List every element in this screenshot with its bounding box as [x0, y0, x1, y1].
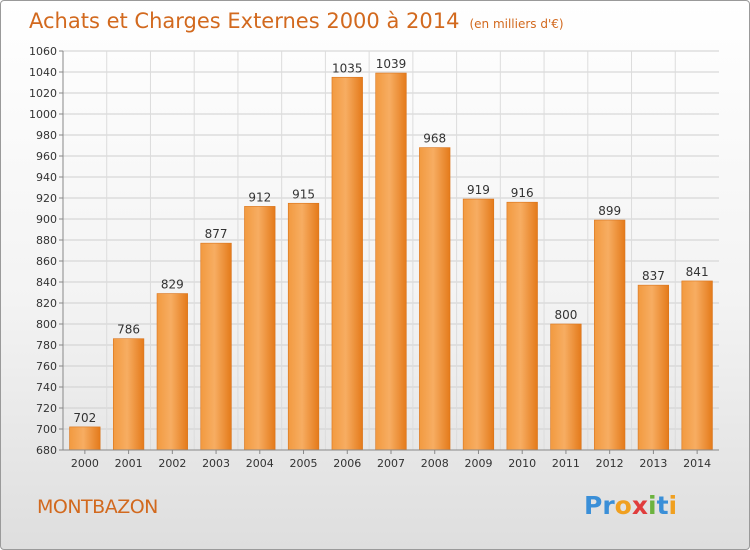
x-tick-label: 2007	[377, 457, 405, 470]
bar	[681, 280, 713, 451]
y-tick-label: 980	[36, 129, 57, 142]
bar	[156, 293, 188, 451]
bar	[419, 147, 451, 451]
bar	[287, 202, 320, 451]
bar	[375, 72, 407, 451]
bar	[331, 76, 363, 451]
bar-value-label: 841	[686, 265, 709, 279]
bar	[637, 284, 670, 451]
bar	[69, 426, 101, 451]
y-tick-label: 820	[36, 297, 57, 310]
x-tick-label: 2012	[596, 457, 624, 470]
bar-value-label: 800	[554, 308, 577, 322]
logo-letter: t	[656, 491, 669, 520]
bar	[462, 198, 495, 451]
y-tick-label: 700	[36, 423, 57, 436]
bar-value-label: 912	[248, 190, 271, 204]
logo-letter: i	[648, 491, 657, 520]
y-tick-label: 920	[36, 192, 57, 205]
x-tick-label: 2001	[115, 457, 143, 470]
bar-value-label: 916	[511, 186, 534, 200]
unit-label: (en milliers d'€)	[469, 17, 564, 31]
y-tick-label: 680	[36, 444, 57, 457]
logo-letter: o	[614, 491, 632, 520]
bar-value-label: 786	[117, 323, 140, 337]
x-tick-label: 2014	[683, 457, 711, 470]
bar-value-label: 968	[423, 132, 446, 146]
y-tick-label: 940	[36, 171, 57, 184]
x-tick-label: 2009	[464, 457, 492, 470]
x-tick-label: 2000	[71, 457, 99, 470]
y-tick-label: 900	[36, 213, 57, 226]
x-tick-label: 2004	[246, 457, 274, 470]
y-tick-label: 1020	[29, 87, 57, 100]
x-tick-label: 2011	[552, 457, 580, 470]
title-text: Achats et Charges Externes 2000 à 2014	[29, 9, 460, 33]
bar	[200, 242, 232, 451]
bar	[506, 201, 538, 451]
bar-layer: 702 786 829 877 912 915 1035 1039 968 919 916 800 89…	[69, 57, 713, 451]
bar-value-label: 877	[205, 227, 228, 241]
x-tick-label: 2006	[333, 457, 361, 470]
bar-value-label: 899	[598, 204, 621, 218]
bar-value-label: 829	[161, 278, 184, 292]
y-tick-label: 840	[36, 276, 57, 289]
x-tick-label: 2005	[290, 457, 318, 470]
y-tick-label: 1040	[29, 66, 57, 79]
bar-value-label: 1035	[332, 61, 363, 75]
bar-value-label: 919	[467, 183, 490, 197]
logo-letter: r	[602, 491, 615, 520]
y-tick-label: 1060	[29, 45, 57, 58]
bar-value-label: 915	[292, 187, 315, 201]
y-tick-label: 960	[36, 150, 57, 163]
logo-letter: P	[584, 491, 603, 520]
y-tick-label: 740	[36, 381, 57, 394]
logo-letter: i	[668, 491, 678, 520]
x-tick-label: 2003	[202, 457, 230, 470]
y-tick-label: 760	[36, 360, 57, 373]
bar	[244, 206, 276, 451]
bar	[550, 323, 582, 451]
bar-value-label: 702	[73, 411, 96, 425]
y-tick-label: 860	[36, 255, 57, 268]
axis-layer: 680 700 720 740 760 780 800 820 840 860 880 900 920 9…	[29, 45, 719, 470]
proxiti-logo: Proxiti	[584, 491, 677, 520]
x-tick-label: 2002	[158, 457, 186, 470]
y-tick-label: 720	[36, 402, 57, 415]
x-tick-label: 2010	[508, 457, 536, 470]
y-tick-label: 800	[36, 318, 57, 331]
logo-letter: x	[631, 491, 648, 520]
bar	[594, 219, 626, 451]
city-name: MONTBAZON	[37, 496, 158, 518]
y-tick-label: 780	[36, 339, 57, 352]
x-tick-label: 2008	[421, 457, 449, 470]
bar	[112, 338, 145, 451]
chart-title: Achats et Charges Externes 2000 à 2014 (e…	[29, 9, 564, 33]
y-tick-label: 1000	[29, 108, 57, 121]
bar-value-label: 837	[642, 269, 665, 283]
bar-value-label: 1039	[376, 57, 407, 71]
x-tick-label: 2013	[639, 457, 667, 470]
y-tick-label: 880	[36, 234, 57, 247]
